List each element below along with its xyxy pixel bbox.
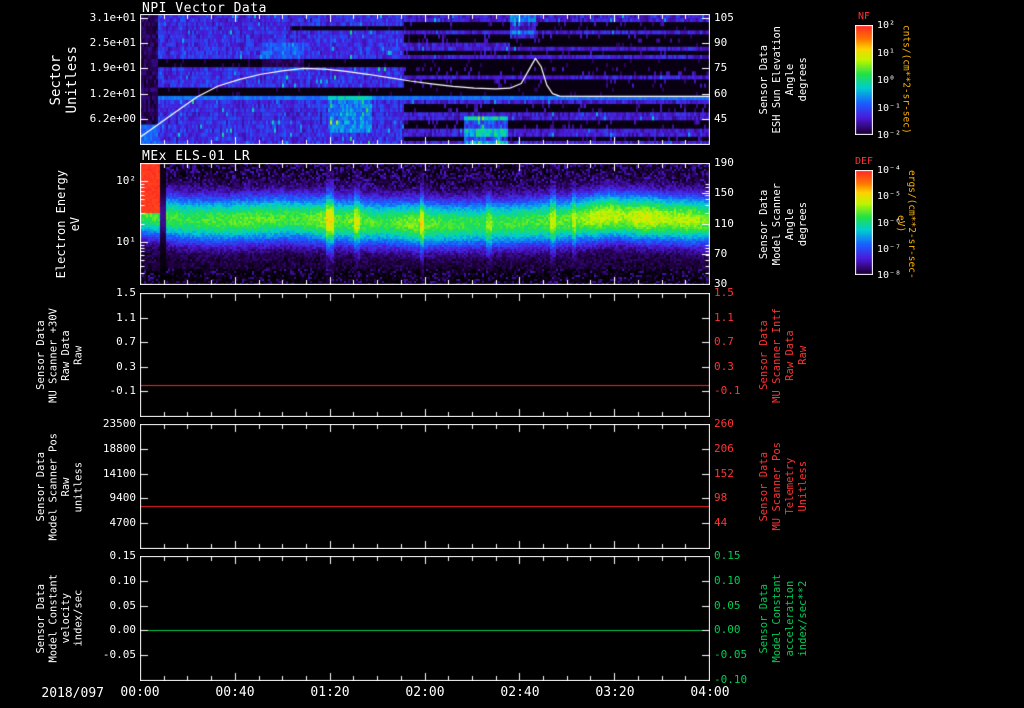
y-tick-label: 0.10	[714, 573, 741, 587]
def-colorbar-unit: ergs/(cm**2-sr-sec-eV)	[895, 169, 917, 279]
y-tick-label: 150	[714, 186, 734, 200]
mu-scanner-plot-canvas	[140, 293, 710, 417]
y-tick-label: 1.9e+01	[89, 61, 136, 75]
y-tick-label: 18800	[102, 441, 136, 455]
y-tick-label: 1.1	[714, 310, 734, 324]
nf-colorbar-label: NF	[857, 11, 871, 22]
model-constant-plot-canvas	[140, 556, 710, 681]
scanner-pos-plot-canvas	[140, 424, 710, 549]
mu-scanner-right-axis-label: Sensor Data MU Scanner Intf Raw Data Raw	[758, 307, 809, 403]
y-tick-label: 1.1	[116, 310, 136, 324]
panel-title-els: MEx ELS-01 LR	[142, 149, 251, 164]
x-axis-date-label: 2018/097	[41, 686, 104, 701]
y-tick-label: 75	[714, 61, 728, 75]
y-tick-label: 0.15	[109, 549, 137, 562]
model-constant-right-axis-label: Sensor Data Model Constant acceleration …	[758, 574, 809, 663]
y-tick-label: 110	[714, 216, 734, 230]
y-tick-label: 152	[714, 466, 734, 480]
y-tick-label: 0.3	[714, 359, 734, 373]
x-tick-label: 00:40	[215, 685, 255, 700]
npi-right-axis-label: Sensor Data ESH Sun Elevation Angle degr…	[758, 25, 809, 134]
colorbar-tick-label: 10⁻⁴	[877, 165, 902, 176]
colorbar-tick-label: 10⁻⁶	[877, 217, 902, 229]
x-tick-label: 02:40	[500, 685, 540, 700]
y-tick-label: 10²	[116, 174, 136, 188]
colorbar-tick-label: 10⁰	[877, 75, 896, 86]
colorbar-tick-label: 10⁻¹	[877, 102, 902, 114]
x-tick-label: 02:00	[405, 685, 445, 700]
colorbar-tick-label: 10⁻⁷	[877, 243, 902, 255]
colorbar-tick-label: 10⁻⁸	[877, 270, 902, 281]
y-tick-label: 90	[714, 36, 728, 50]
y-tick-label: 1.5	[116, 286, 136, 299]
y-tick-label: 10¹	[116, 234, 136, 248]
els-spectrogram-canvas	[140, 163, 710, 285]
colorbar-tick-label: 10⁻⁵	[877, 191, 902, 203]
npi-spectrogram-canvas	[140, 14, 710, 145]
x-tick-label: 01:20	[310, 685, 350, 700]
colorbar-tick-label: 10¹	[877, 47, 896, 59]
x-tick-label: 00:00	[120, 685, 160, 700]
y-tick-label: 70	[714, 246, 728, 260]
y-tick-label: -0.05	[714, 648, 748, 662]
nf-colorbar	[855, 25, 873, 135]
y-tick-label: 105	[714, 11, 734, 25]
y-tick-label: 14100	[102, 466, 136, 480]
nf-colorbar-unit: cnts/(cm**2-sr-sec)	[900, 25, 912, 134]
y-tick-label: 260	[714, 417, 734, 430]
y-tick-label: 60	[714, 86, 728, 100]
y-tick-label: 206	[714, 441, 734, 455]
y-tick-label: 0.3	[116, 359, 136, 373]
y-tick-label: 190	[714, 156, 734, 169]
npi-left-axis-label: Sector Unitless	[48, 45, 80, 114]
y-tick-label: 3.1e+01	[89, 11, 136, 25]
y-tick-label: 0.7	[116, 335, 136, 349]
def-colorbar	[855, 170, 873, 275]
y-tick-label: 2.5e+01	[89, 36, 136, 50]
y-tick-label: 0.00	[109, 623, 137, 637]
def-colorbar-label: DEF	[854, 156, 874, 167]
panel-title-npi: NPI Vector Data	[142, 1, 267, 16]
y-tick-label: 45	[714, 111, 728, 125]
colorbar-tick-label: 10⁻²	[877, 130, 902, 141]
y-tick-label: 23500	[102, 417, 136, 430]
y-tick-label: 0.05	[714, 598, 741, 612]
y-tick-label: 0.7	[714, 335, 734, 349]
y-tick-label: 4700	[109, 516, 137, 530]
scanner-pos-right-axis-label: Sensor Data MU Scanner Pos Telemetry Uni…	[758, 442, 809, 531]
y-tick-label: -0.1	[109, 384, 137, 398]
y-tick-label: 6.2e+00	[89, 111, 136, 125]
y-tick-label: 0.00	[714, 623, 741, 637]
els-right-axis-label: Sensor Data Model Scanner Angle degrees	[758, 182, 809, 266]
y-tick-label: 0.05	[109, 598, 137, 612]
y-tick-label: 30	[714, 277, 728, 290]
y-tick-label: 0.15	[714, 549, 741, 562]
y-tick-label: -0.1	[714, 384, 741, 398]
x-tick-label: 04:00	[690, 685, 730, 700]
y-tick-label: 9400	[109, 491, 137, 505]
y-tick-label: 1.5	[714, 286, 734, 299]
y-tick-label: 1.2e+01	[89, 86, 136, 100]
y-tick-label: -0.10	[714, 673, 748, 686]
y-tick-label: 98	[714, 491, 728, 505]
y-tick-label: 44	[714, 516, 728, 530]
y-tick-label: 0.10	[109, 573, 137, 587]
colorbar-tick-label: 10²	[877, 20, 896, 31]
y-tick-label: -0.05	[102, 648, 136, 662]
x-tick-label: 03:20	[595, 685, 635, 700]
